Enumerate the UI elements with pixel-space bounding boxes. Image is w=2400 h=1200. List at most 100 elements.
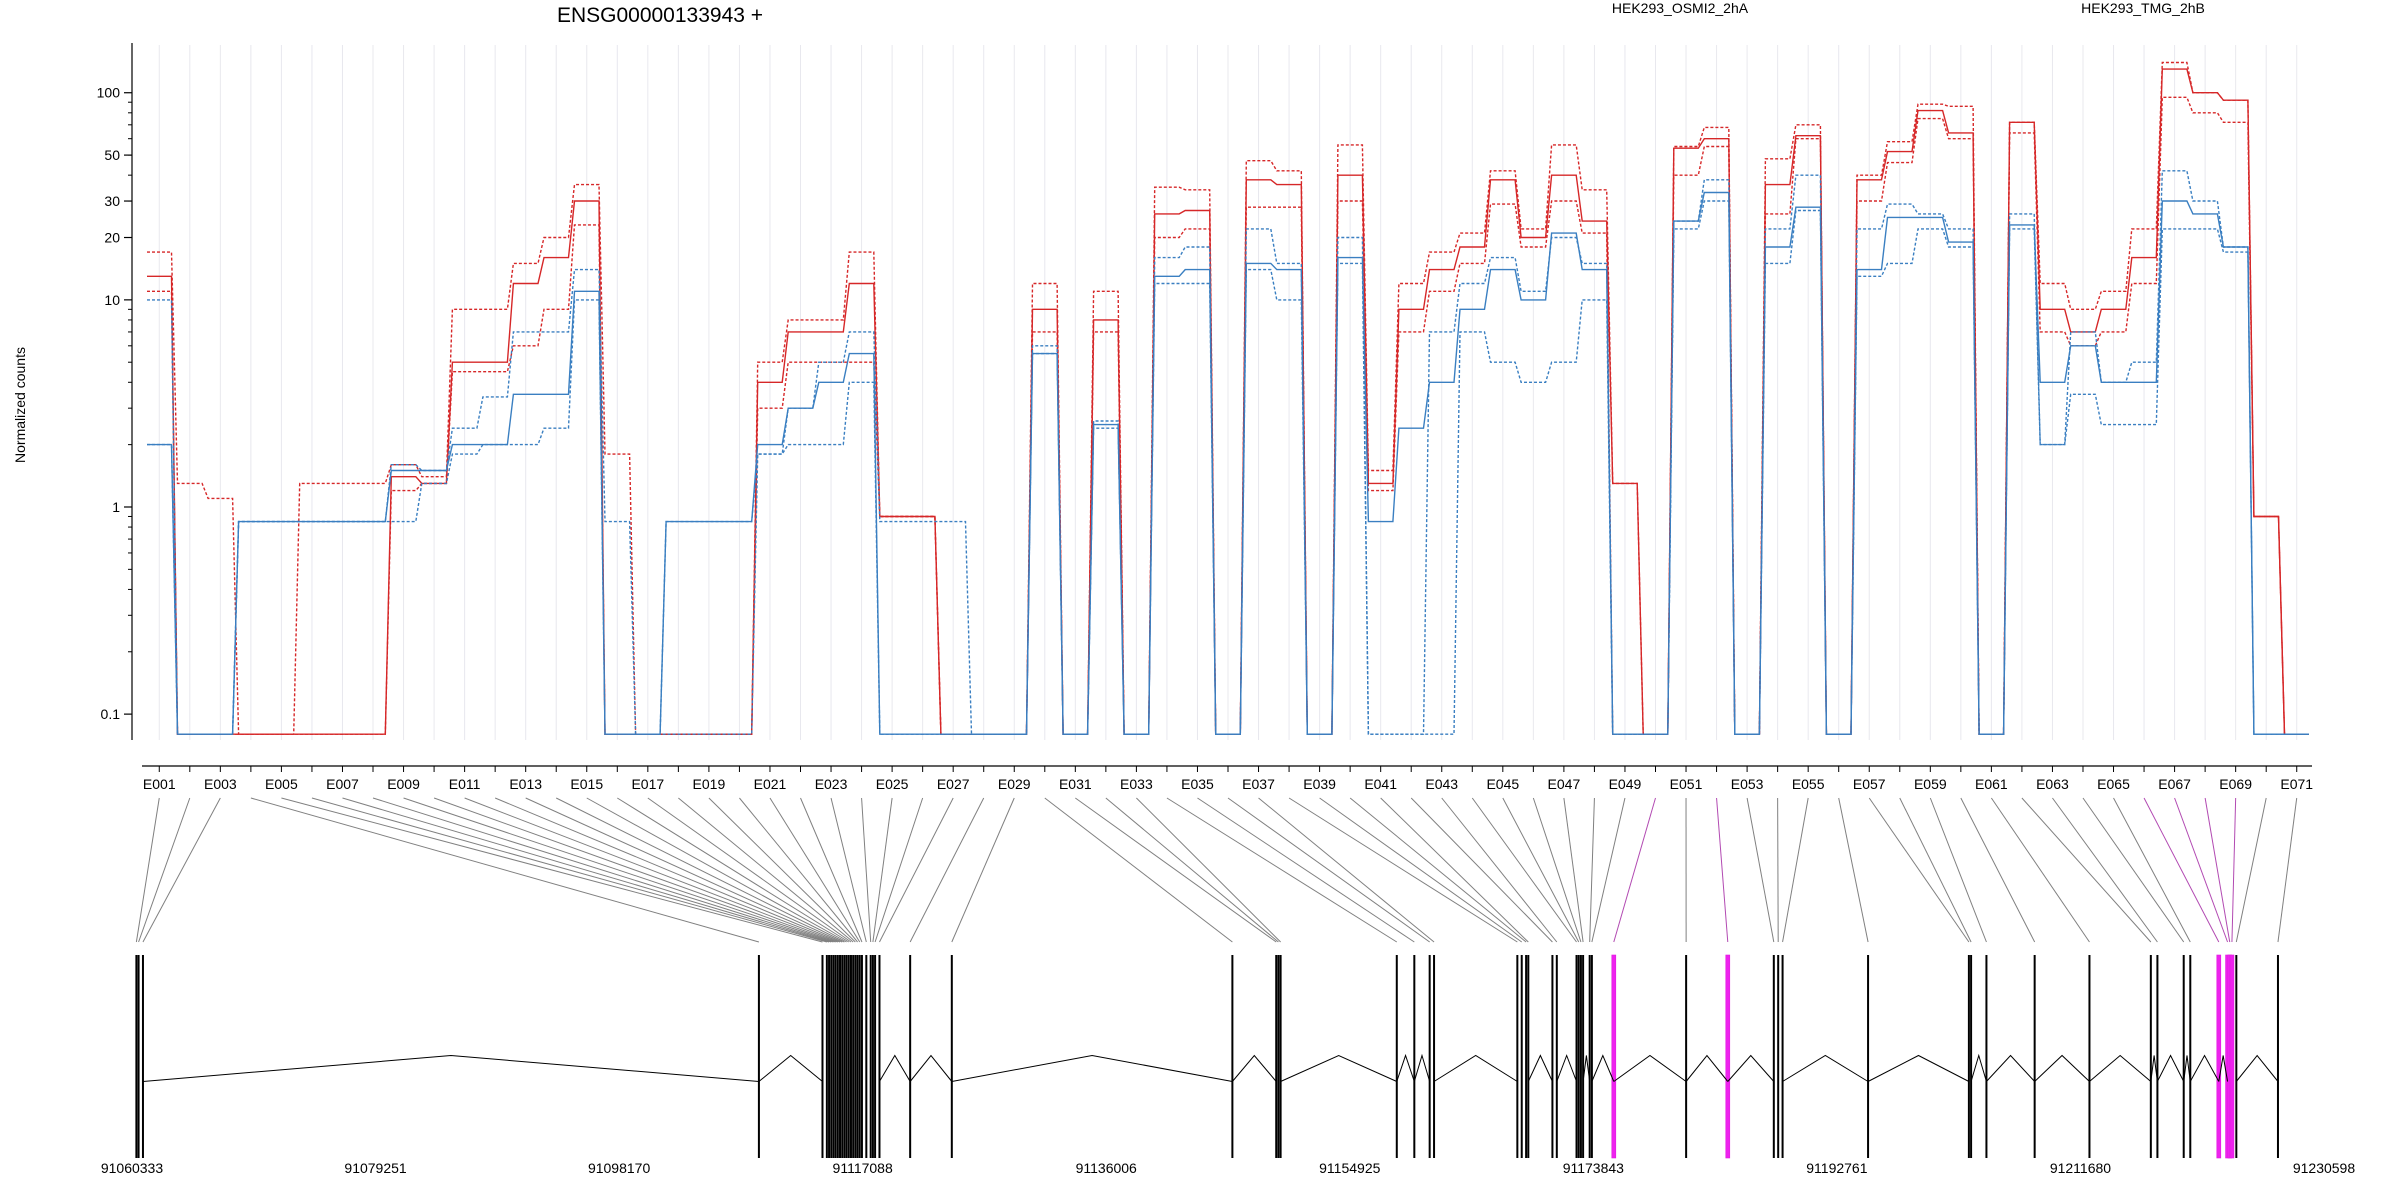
exon-tick-label: E031 bbox=[1059, 776, 1092, 792]
intron-line bbox=[1280, 1054, 1397, 1082]
exon-connector bbox=[2235, 797, 2267, 943]
intron-line bbox=[879, 1054, 911, 1082]
exon-box bbox=[849, 955, 852, 1158]
exon-box bbox=[821, 955, 824, 1158]
exon-box bbox=[836, 955, 839, 1158]
genomic-coordinate-label: 91192761 bbox=[1806, 1160, 1867, 1176]
intron-line bbox=[758, 1054, 823, 1082]
exon-box bbox=[869, 955, 872, 1158]
exon-tick-label: E035 bbox=[1181, 776, 1214, 792]
exon-box bbox=[874, 955, 877, 1158]
exon-connector bbox=[678, 797, 854, 943]
genomic-coordinate-label: 91230598 bbox=[2293, 1160, 2356, 1176]
exon-box bbox=[841, 955, 844, 1158]
exon-connector bbox=[769, 797, 861, 943]
series-line-2 bbox=[147, 96, 2309, 735]
exon-box bbox=[1279, 955, 1282, 1158]
exon-connector bbox=[2231, 797, 2237, 943]
exon-box bbox=[832, 955, 835, 1158]
exon-connector bbox=[1532, 797, 1582, 943]
exon-connector bbox=[2143, 797, 2220, 943]
exon-box bbox=[141, 955, 144, 1158]
genomic-coordinate-label: 91079251 bbox=[344, 1160, 407, 1176]
y-tick-label: 20 bbox=[104, 230, 120, 246]
exon-box bbox=[845, 955, 848, 1158]
exon-box bbox=[1527, 955, 1530, 1158]
exon-connector bbox=[1227, 797, 1430, 943]
exon-tick-label: E019 bbox=[693, 776, 726, 792]
exon-box bbox=[1413, 955, 1416, 1158]
intron-line bbox=[1867, 1054, 1970, 1082]
exon-box bbox=[839, 955, 842, 1158]
exon-box bbox=[1577, 955, 1580, 1158]
exon-box bbox=[1611, 954, 1617, 1159]
exon-connector bbox=[1136, 797, 1281, 943]
exon-box bbox=[1985, 955, 1988, 1158]
intron-line bbox=[951, 1054, 1233, 1082]
exon-connector bbox=[1868, 797, 1970, 943]
exon-tick-label: E007 bbox=[326, 776, 359, 792]
exon-box bbox=[834, 955, 837, 1158]
exon-box bbox=[1588, 955, 1591, 1158]
exon-box bbox=[828, 955, 831, 1158]
intron-line bbox=[1727, 1054, 1775, 1082]
exon-tick-label: E057 bbox=[1853, 776, 1886, 792]
exon-tick-label: E045 bbox=[1486, 776, 1519, 792]
intron-line bbox=[1413, 1053, 1431, 1082]
exon-connector bbox=[2021, 797, 2152, 943]
exon-box bbox=[2229, 954, 2235, 1159]
exon-box bbox=[757, 955, 760, 1158]
exon-box bbox=[1590, 955, 1593, 1158]
exon-tick-label: E063 bbox=[2036, 776, 2069, 792]
intron-line bbox=[909, 1054, 953, 1082]
exon-tick-label: E047 bbox=[1548, 776, 1581, 792]
intron-line bbox=[2235, 1054, 2279, 1082]
intron-line bbox=[1527, 1054, 1553, 1082]
exon-connector bbox=[525, 797, 843, 943]
legend-series-osmi2: HEK293_OSMI2_2hA bbox=[1612, 0, 1749, 16]
exon-box bbox=[1575, 955, 1578, 1158]
exon-connector bbox=[1782, 797, 1809, 943]
exon-box bbox=[1867, 955, 1870, 1158]
exon-box bbox=[1551, 955, 1554, 1158]
exon-tick-label: E061 bbox=[1975, 776, 2008, 792]
exon-box bbox=[1967, 955, 1970, 1158]
intron-line bbox=[1396, 1053, 1415, 1082]
intron-line bbox=[2156, 1054, 2185, 1082]
exon-box bbox=[1275, 955, 1278, 1158]
exon-connector bbox=[403, 797, 834, 943]
exon-connector bbox=[494, 797, 841, 943]
intron-line bbox=[2189, 1054, 2220, 1082]
exon-box bbox=[2088, 955, 2091, 1158]
exon-box bbox=[2189, 955, 2192, 1158]
exon-box bbox=[2216, 954, 2222, 1159]
exon-connector bbox=[1105, 797, 1279, 943]
exon-box bbox=[871, 955, 874, 1158]
intron-line bbox=[1685, 1054, 1729, 1082]
exon-tick-label: E051 bbox=[1670, 776, 1703, 792]
exon-connector bbox=[142, 797, 221, 943]
exon-tick-label: E049 bbox=[1609, 776, 1642, 792]
exon-connector bbox=[909, 797, 985, 943]
exon-box bbox=[843, 955, 846, 1158]
exon-connector bbox=[464, 797, 839, 943]
series-line-0 bbox=[147, 61, 2309, 735]
exon-connector bbox=[138, 797, 191, 943]
exon-box bbox=[1520, 955, 1523, 1158]
exon-connector bbox=[1166, 797, 1398, 943]
exon-box bbox=[1685, 955, 1688, 1158]
y-tick-label: 1 bbox=[112, 499, 120, 515]
exon-box bbox=[1525, 955, 1528, 1158]
exon-box bbox=[1582, 955, 1585, 1158]
exon-tick-label: E003 bbox=[204, 776, 237, 792]
exon-connector bbox=[861, 797, 872, 943]
exon-connector bbox=[879, 797, 954, 943]
exon-box bbox=[852, 955, 855, 1158]
exon-connector bbox=[1044, 797, 1233, 943]
exon-connector bbox=[1838, 797, 1869, 943]
exon-connector bbox=[1441, 797, 1558, 943]
exon-connector bbox=[1471, 797, 1577, 943]
intron-line bbox=[1231, 1054, 1277, 1082]
exon-box bbox=[854, 955, 857, 1158]
exon-connector bbox=[1288, 797, 1518, 943]
